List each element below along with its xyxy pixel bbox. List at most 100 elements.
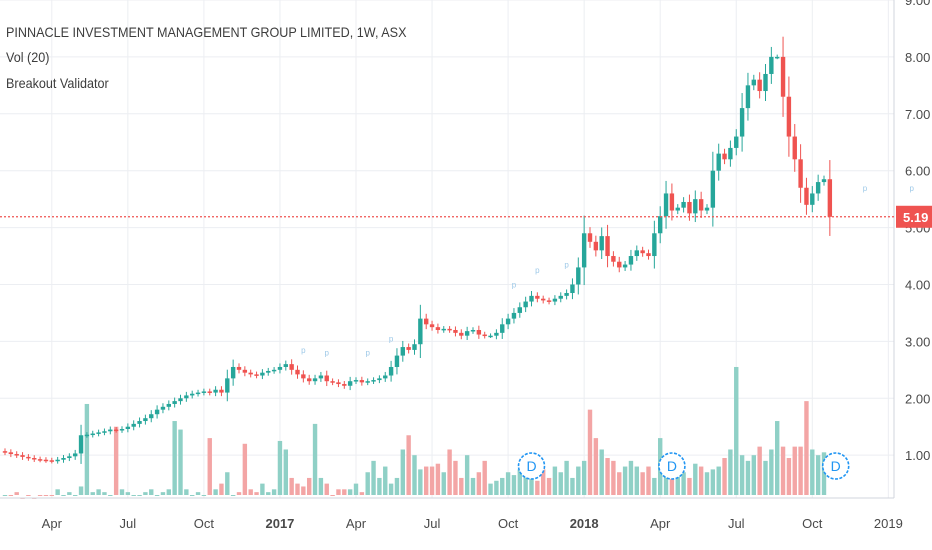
- candle: [459, 329, 464, 340]
- candle-body: [429, 324, 435, 328]
- volume-indicator-label[interactable]: Vol (20): [6, 49, 50, 65]
- candle-body: [347, 381, 353, 386]
- volume-bar: [277, 440, 283, 495]
- candle-body: [581, 233, 587, 268]
- candle: [564, 289, 569, 300]
- candle-body: [307, 378, 312, 382]
- candle: [500, 318, 505, 339]
- volume-bar: [342, 489, 347, 495]
- breakout-indicator-label[interactable]: Breakout Validator: [6, 75, 109, 91]
- candlesticks: [2, 36, 833, 464]
- breakout-marker: p: [301, 346, 306, 355]
- breakout-marker: p: [365, 349, 370, 358]
- volume-bar: [441, 472, 446, 495]
- candle-body: [704, 207, 710, 211]
- candle-body: [640, 250, 645, 254]
- volume-bar: [581, 460, 587, 495]
- candle: [266, 367, 271, 376]
- candle: [84, 432, 90, 438]
- volume-marker-circle: [821, 452, 850, 480]
- candle-body: [37, 459, 43, 461]
- candle-body: [20, 455, 25, 457]
- candle: [178, 394, 183, 405]
- volume-bar: [622, 466, 628, 495]
- volume-bar: [541, 469, 546, 495]
- candle: [78, 424, 84, 464]
- volume-bar: [137, 495, 142, 496]
- price-tick-label: 1.00: [905, 448, 930, 463]
- candle: [14, 451, 19, 458]
- volume-bar: [49, 495, 54, 496]
- candle-body: [324, 375, 329, 382]
- candle-body: [576, 267, 581, 285]
- candle-body: [178, 398, 183, 402]
- candle-body: [757, 79, 762, 92]
- candle-body: [149, 414, 154, 419]
- candle-body: [570, 284, 575, 294]
- candle: [827, 160, 833, 236]
- volume-bar: [377, 477, 382, 495]
- breakout-marker: p: [863, 184, 868, 193]
- volume-marker-label: D: [831, 458, 841, 474]
- volume-bar: [476, 472, 482, 495]
- volume-bar: [61, 495, 66, 496]
- candle-body: [681, 201, 686, 208]
- volume-bar: [511, 475, 517, 495]
- candle: [734, 129, 739, 156]
- candle: [488, 333, 493, 338]
- volume-bar: [418, 469, 423, 495]
- candle-body: [400, 347, 405, 356]
- time-tick-label: Oct: [498, 516, 519, 531]
- candle: [289, 359, 294, 375]
- candle-body: [464, 331, 470, 336]
- candle-body: [195, 392, 201, 395]
- candle: [412, 339, 417, 355]
- time-tick-label: Jul: [424, 516, 441, 531]
- candle-body: [500, 324, 505, 333]
- candle: [301, 370, 306, 383]
- candle: [154, 405, 160, 419]
- candle-body: [102, 431, 107, 433]
- candle-body: [359, 380, 365, 383]
- volume-bar: [815, 455, 821, 495]
- volume-bar: [96, 489, 101, 495]
- volume-bar: [219, 483, 224, 495]
- candle: [769, 46, 774, 84]
- price-tick-label: 4.00: [905, 277, 930, 292]
- candle-body: [119, 429, 125, 431]
- time-tick-label: Jul: [728, 516, 745, 531]
- candle-body: [184, 395, 189, 399]
- volume-bar: [394, 477, 400, 495]
- candle-body: [301, 374, 306, 379]
- candle: [552, 295, 558, 306]
- candle: [739, 93, 745, 152]
- volume-bar: [388, 483, 394, 495]
- time-tick-label: 2017: [265, 516, 294, 531]
- volume-bars: [2, 366, 827, 499]
- volume-bar: [435, 463, 441, 495]
- candle: [763, 64, 768, 101]
- volume-bar: [2, 495, 8, 496]
- candle: [476, 325, 482, 339]
- candle-body: [230, 366, 236, 379]
- candle: [634, 245, 639, 261]
- volume-bar: [266, 492, 271, 495]
- candle-body: [137, 421, 142, 424]
- candle-body: [295, 369, 300, 375]
- candle-body: [160, 406, 166, 410]
- time-axis[interactable]: Apr Jul Oct 2017 Apr Jul Oct 2018 Apr Jul Oct 2019: [42, 516, 903, 531]
- candle-body: [73, 453, 78, 457]
- candle: [658, 206, 663, 244]
- candle: [429, 320, 435, 331]
- candle: [494, 329, 499, 340]
- candle-body: [125, 426, 131, 429]
- candle: [383, 371, 388, 382]
- candle-body: [476, 330, 482, 335]
- candle: [119, 426, 125, 433]
- volume-bar: [190, 495, 195, 496]
- candle: [470, 327, 476, 334]
- candle-body: [564, 293, 569, 296]
- volume-bar: [792, 446, 797, 495]
- volume-bar: [242, 443, 248, 495]
